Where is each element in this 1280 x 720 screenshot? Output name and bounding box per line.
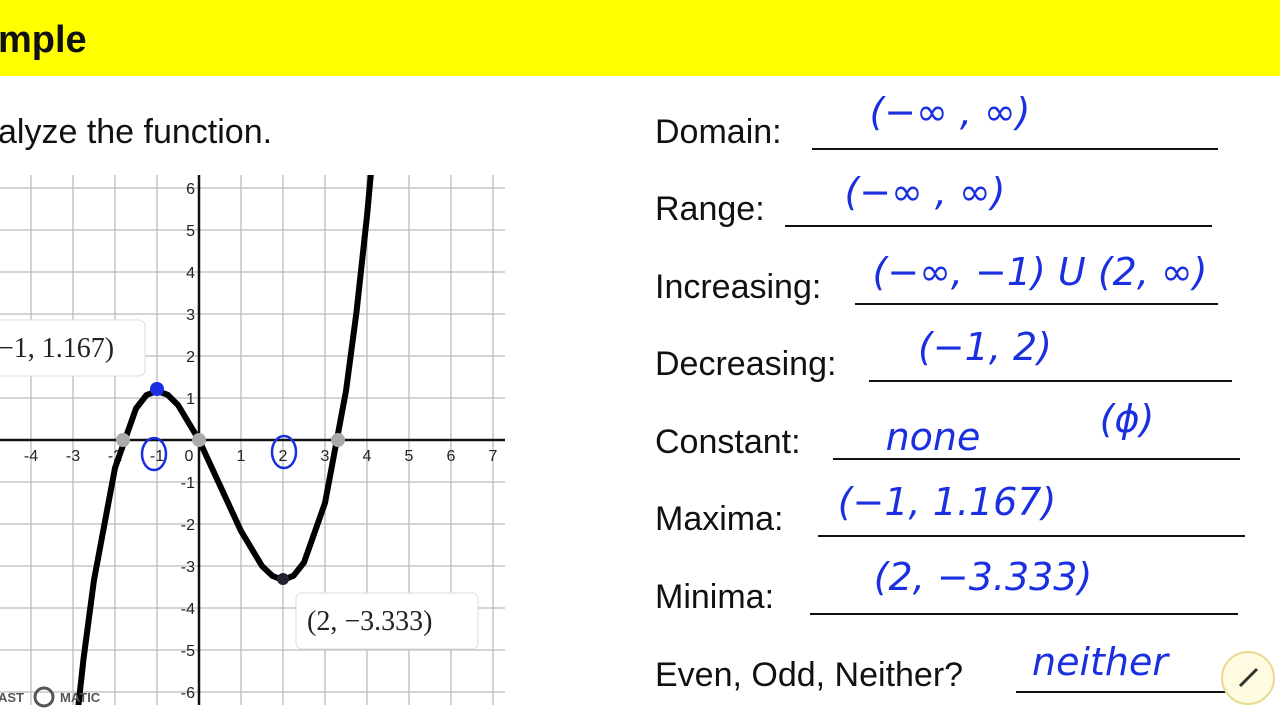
property-label: Range: [655,190,765,228]
property-label: Domain: [655,113,782,151]
handwritten-answer: (−1, 1.167) [838,480,1057,524]
root-point [116,433,130,447]
y-tick-label: 4 [186,265,195,282]
handwritten-answer: (−∞ , ∞) [844,170,1005,214]
x-tick-label: 6 [447,448,456,465]
property-label: Maxima: [655,500,783,538]
pen-glyph [1238,667,1259,688]
max-label-box [0,319,146,377]
x-tick-label: -4 [24,448,38,465]
y-tick-label: -6 [181,685,195,702]
handwritten-answer: (ϕ) [1100,397,1155,441]
x-tick-label: 7 [489,448,498,465]
title-bar [0,0,1280,76]
property-label: Constant: [655,423,801,461]
slide-title: mple [0,19,87,61]
x-tick-label: 3 [321,448,330,465]
y-tick-label: 3 [186,307,195,324]
root-point [331,433,345,447]
handwritten-answer: (−1, 2) [918,325,1052,369]
y-tick-label: -1 [181,475,195,492]
x-tick-label: 0 [185,448,194,465]
y-tick-label: 5 [186,223,195,240]
handwritten-answer: none [886,415,981,459]
y-tick-label: 6 [186,181,195,198]
y-tick-label: 2 [186,349,195,366]
x-tick-label: 1 [237,448,246,465]
x-tick-label: -1 [150,448,164,465]
x-tick-label: -3 [66,448,80,465]
properties: Domain: (−∞ , ∞) Range: (−∞ , ∞) Increasing:… [655,90,1245,694]
x-tick-label: 2 [279,448,288,465]
handwritten-answer: neither [1032,640,1170,684]
property-label: Minima: [655,578,774,616]
max-point [150,382,164,396]
instruction: alyze the function. [0,113,272,151]
property-label: Increasing: [655,268,821,306]
y-tick-label: -2 [181,517,195,534]
handwritten-answer: (−∞ , ∞) [869,90,1030,134]
x-tick-label: 4 [363,448,372,465]
watermark: MATIC [60,690,101,705]
max-label: −1, 1.167) [0,333,114,364]
watermark-logo [33,686,55,708]
handwritten-circle [270,434,298,470]
handwritten-answer: (−∞, −1) U (2, ∞) [873,250,1208,294]
handwritten-answer: (2, −3.333) [874,555,1093,599]
min-label: (2, −3.333) [307,606,432,637]
watermark: AST [0,690,24,705]
y-tick-label: -3 [181,559,195,576]
y-tick-label: 1 [186,391,195,408]
root-point [192,433,206,447]
x-tick-label: 5 [405,448,414,465]
handwritten-circle [140,436,168,472]
y-tick-label: -4 [181,601,195,618]
min-label-box [295,592,479,650]
property-label: Even, Odd, Neither? [655,656,963,694]
min-point [277,573,289,585]
y-tick-label: -5 [181,643,195,660]
property-label: Decreasing: [655,345,836,383]
